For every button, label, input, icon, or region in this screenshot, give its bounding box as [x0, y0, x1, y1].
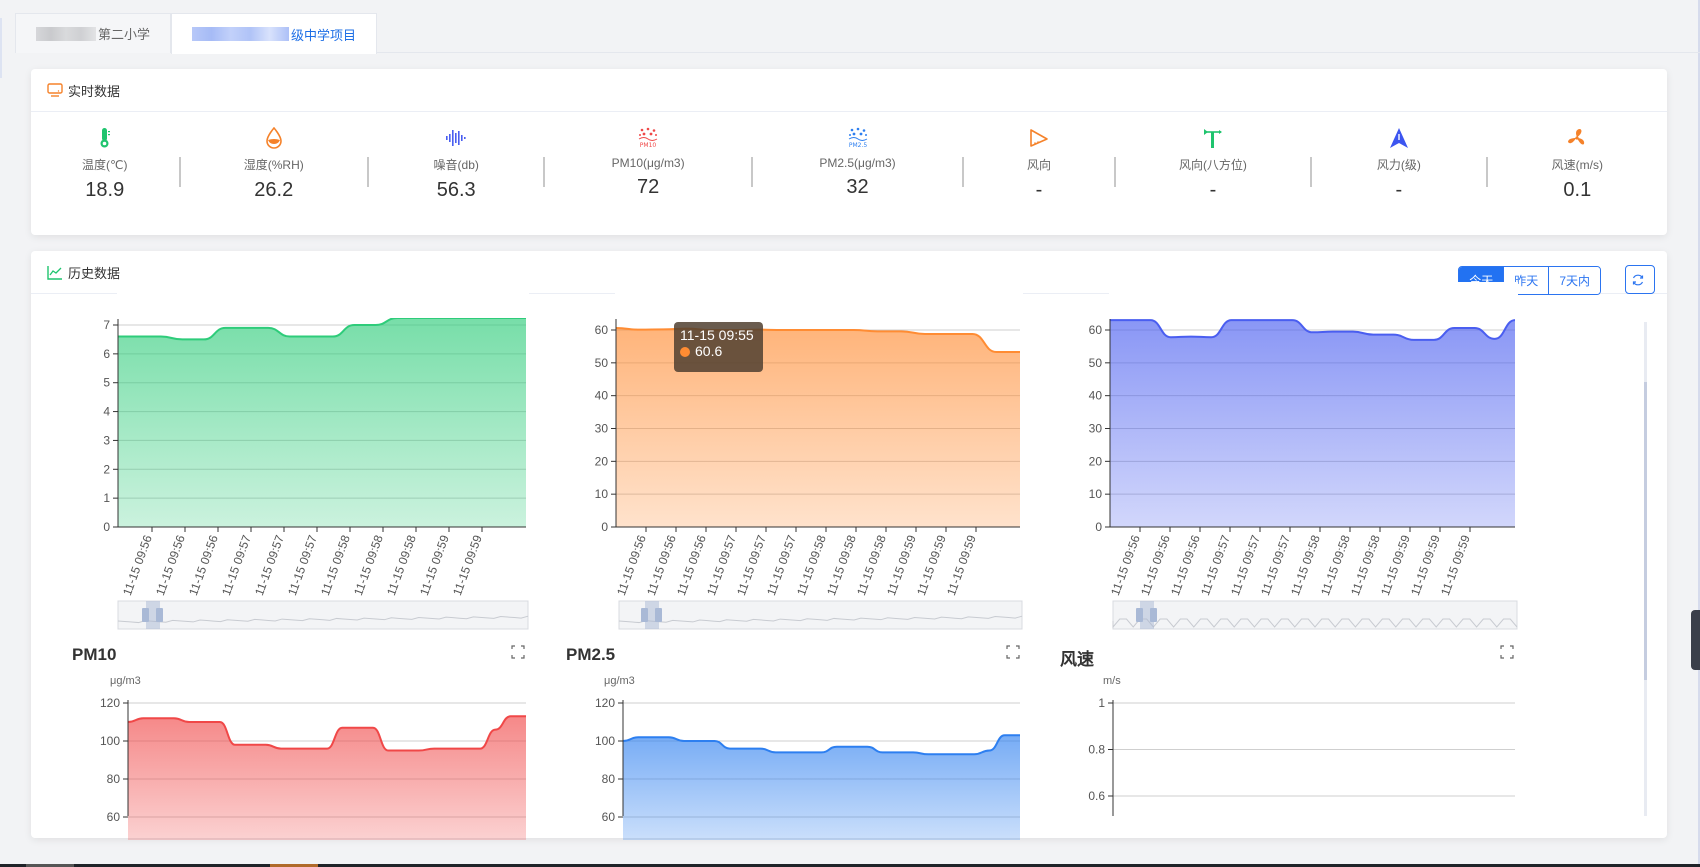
svg-text:PM10: PM10: [640, 142, 657, 149]
metric-value: -: [1035, 179, 1043, 201]
metric-value: 32: [846, 176, 869, 198]
realtime-header: 实时数据: [31, 69, 1667, 112]
range-7days-button[interactable]: 7天内: [1548, 267, 1600, 294]
fan-icon: [1568, 129, 1585, 145]
wind-vane-icon: [1203, 129, 1222, 148]
metric-wind-direction: 风向 -: [964, 112, 1114, 234]
redacted-text: [192, 27, 290, 41]
fullscreen-icon[interactable]: [1006, 645, 1020, 659]
history-data-card: 历史数据 今天 昨天 7天内: [31, 251, 1667, 838]
metric-noise: 噪音(db) 56.3: [369, 112, 543, 234]
metric-wind-speed: 风速(m/s) 0.1: [1488, 112, 1667, 234]
project-tabs: 第二小学 级中学项目: [15, 13, 1700, 54]
chart-title: 风速: [1060, 650, 1094, 669]
divider: [1485, 157, 1488, 187]
window-right-edge: [1698, 0, 1700, 864]
metric-value: 56.3: [436, 179, 476, 201]
chart-unit: m/s: [1103, 675, 1121, 687]
metric-label: 温度(℃): [82, 158, 128, 172]
charts-scrollbar-thumb[interactable]: [1644, 382, 1647, 680]
realtime-data-card: 实时数据 温度(℃) 18.9 湿度(%RH) 26.2 噪音(db) 56.3…: [31, 69, 1667, 235]
series-dot-icon: [680, 347, 690, 357]
metric-pm10: PM10 PM10(μg/m3) 72: [545, 112, 750, 234]
divider: [1113, 157, 1116, 187]
metric-label: PM10(μg/m3): [611, 156, 685, 170]
metric-label: 风向(八方位): [1178, 158, 1247, 172]
pm25-icon: PM2.5: [848, 127, 867, 149]
wind-direction-icon: [1030, 129, 1048, 147]
chart-unit: μg/m3: [110, 675, 141, 687]
metric-label: 风速(m/s): [1551, 158, 1603, 172]
metric-label: PM2.5(μg/m3): [819, 156, 896, 170]
divider: [1310, 157, 1313, 187]
divider: [962, 157, 965, 187]
pm10-icon: PM10: [638, 127, 658, 149]
section-title: 实时数据: [68, 83, 121, 99]
line-chart-icon: [47, 265, 62, 280]
metric-label: 风力(级): [1376, 158, 1421, 172]
chart-title: PM2.5: [566, 645, 616, 664]
range-today-button[interactable]: 今天: [1459, 267, 1504, 294]
tab-school[interactable]: 第二小学: [15, 13, 172, 53]
tab-label: 第二小学: [98, 27, 151, 42]
side-widget[interactable]: [1691, 610, 1700, 670]
refresh-button[interactable]: [1625, 265, 1655, 294]
history-header: 历史数据 今天 昨天 7天内: [31, 251, 1667, 295]
metric-value: 72: [637, 176, 660, 198]
tooltip-value: 60.6: [695, 343, 723, 359]
metric-humidity: 湿度(%RH) 26.2: [181, 112, 367, 234]
metric-value: -: [1209, 179, 1217, 201]
metric-value: 0.1: [1563, 179, 1592, 201]
realtime-metrics: 温度(℃) 18.9 湿度(%RH) 26.2 噪音(db) 56.3 PM10…: [31, 112, 1667, 234]
range-yesterday-button[interactable]: 昨天: [1503, 267, 1549, 294]
metric-label: 风向: [1026, 158, 1051, 172]
chart-title: PM10: [72, 645, 117, 664]
metric-value: -: [1395, 179, 1403, 201]
metric-value: 18.9: [85, 179, 125, 201]
metric-wind-direction-8: 风向(八方位) -: [1116, 112, 1310, 234]
metric-pm25: PM2.5 PM2.5(μg/m3) 32: [753, 112, 962, 234]
water-drop-icon: [265, 127, 282, 149]
section-title: 历史数据: [68, 265, 121, 281]
redacted-text: [36, 26, 96, 41]
metric-value: 26.2: [254, 179, 294, 201]
left-edge-bar: [0, 18, 2, 78]
chart-unit: μg/m3: [604, 675, 635, 687]
metric-label: 噪音(db): [433, 158, 479, 172]
tab-label: 级中学项目: [291, 27, 357, 43]
divider: [366, 157, 369, 187]
svg-text:PM2.5: PM2.5: [848, 142, 867, 149]
divider: [750, 157, 753, 187]
fullscreen-icon[interactable]: [511, 645, 525, 659]
sound-wave-icon: [446, 130, 466, 146]
refresh-icon: [1632, 274, 1643, 285]
navigation-arrow-icon: [1389, 128, 1408, 148]
metric-label: 湿度(%RH): [243, 158, 304, 172]
chart-tooltip: 11-15 09:55 60.6: [674, 322, 763, 372]
monitor-icon: [47, 83, 63, 97]
divider: [178, 157, 181, 187]
date-range-toggle: 今天 昨天 7天内: [1458, 266, 1601, 295]
metric-wind-force: 风力(级) -: [1312, 112, 1485, 234]
taskbar: [0, 864, 1700, 867]
tab-middle-school-project[interactable]: 级中学项目: [171, 13, 378, 54]
divider: [543, 157, 546, 187]
fullscreen-icon[interactable]: [1500, 645, 1514, 659]
thermometer-icon: [100, 128, 110, 148]
tooltip-time: 11-15 09:55: [680, 327, 754, 343]
metric-temperature: 温度(℃) 18.9: [31, 112, 179, 234]
